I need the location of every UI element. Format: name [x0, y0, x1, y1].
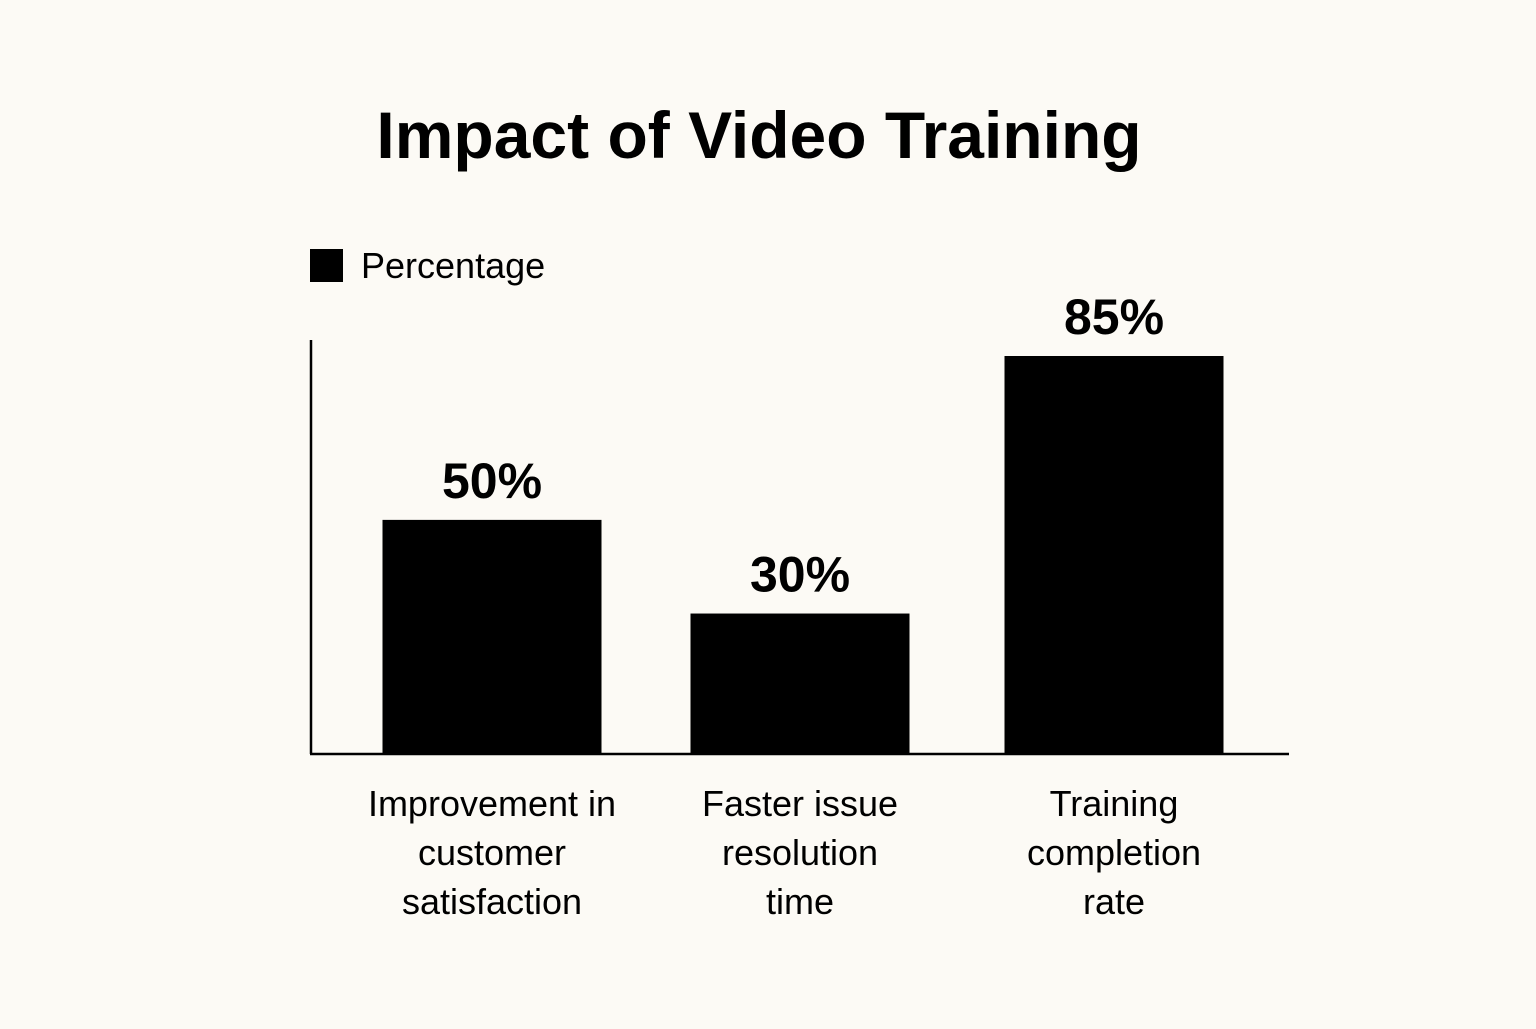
chart-title: Impact of Video Training [376, 98, 1141, 172]
legend: Percentage [310, 245, 545, 286]
x-tick-label-2: Faster issue resolution time [702, 783, 898, 922]
category-labels-group: Improvement in customer satisfaction Faster… [368, 783, 1201, 922]
bar-2 [690, 613, 910, 754]
bar-3 [1004, 356, 1224, 754]
legend-swatch [310, 249, 343, 282]
bar-1 [382, 519, 602, 754]
bars-group [382, 356, 1224, 754]
legend-label: Percentage [361, 245, 545, 286]
data-labels-group: 50% 30% 85% [442, 289, 1164, 603]
x-tick-label-3: Training completion rate [1027, 783, 1201, 922]
data-label-3: 85% [1064, 289, 1164, 345]
data-label-1: 50% [442, 453, 542, 509]
data-label-2: 30% [750, 547, 850, 603]
x-tick-label-1: Improvement in customer satisfaction [368, 783, 616, 922]
